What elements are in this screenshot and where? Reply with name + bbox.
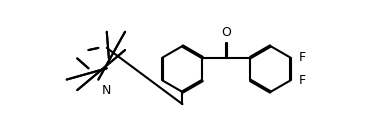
- Text: N: N: [102, 84, 111, 97]
- Text: F: F: [299, 51, 306, 64]
- Text: O: O: [221, 26, 231, 39]
- Text: F: F: [299, 74, 306, 87]
